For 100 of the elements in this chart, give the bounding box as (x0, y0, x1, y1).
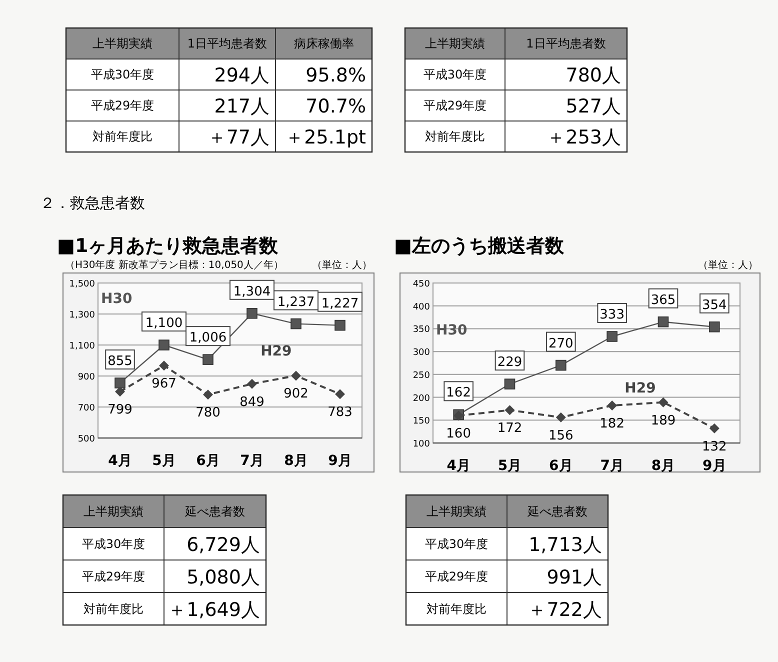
chart-subtitle: （H30年度 新改革プラン目標：10,050人／年） (65, 259, 284, 271)
x-tick-label: 5月 (152, 453, 176, 469)
point (709, 423, 720, 434)
category-label: 延べ患者数 (184, 504, 245, 518)
text: ２．救急患者数 (40, 194, 145, 212)
x-tick-label: 4月 (446, 458, 470, 474)
data-label: 1,100 (145, 316, 183, 331)
data-label: 132 (702, 439, 727, 454)
y-tick-label: 450 (412, 280, 430, 290)
category-label: 1日平均患者数 (187, 36, 268, 50)
point (115, 386, 125, 397)
category-label: 対前年度比 (92, 130, 152, 144)
point (658, 316, 669, 328)
x-tick-label: 6月 (196, 453, 220, 469)
data-label: 902 (284, 386, 308, 402)
point (709, 321, 720, 332)
text: 上半期実績 (425, 36, 485, 50)
data-label: 182 (600, 416, 624, 432)
x-tick-label: 9月 (702, 458, 726, 474)
data-label: 229 (497, 355, 522, 370)
x-tick-label: 5月 (498, 458, 522, 474)
point (247, 378, 257, 389)
point (504, 405, 515, 416)
point (114, 378, 126, 388)
text: ＋1,649人 (168, 598, 260, 621)
point (504, 378, 516, 390)
x-tick-label: 8月 (284, 453, 308, 469)
data-label: 365 (650, 292, 676, 308)
text: 5,080人 (186, 566, 260, 588)
point (202, 354, 214, 365)
category-label: 平成30年度 (423, 68, 487, 82)
y-tick-label: 1,300 (69, 310, 96, 320)
text: 991人 (546, 566, 602, 588)
y-tick-label: 700 (78, 404, 96, 414)
x-tick-label: 6月 (549, 458, 573, 474)
point (658, 397, 668, 408)
y-tick-label: 1,100 (69, 342, 96, 352)
y-tick-label: 200 (412, 394, 430, 404)
text: 上半期実績 (426, 504, 486, 518)
y-tick-label: 1,500 (69, 280, 96, 290)
data-label: 849 (240, 394, 264, 410)
text: 527人 (566, 96, 621, 118)
y-tick-label: 300 (412, 348, 430, 358)
category-label: 1日平均患者数 (526, 36, 606, 50)
point (334, 320, 346, 331)
category-label: 平成29年度 (90, 98, 154, 112)
point (158, 340, 170, 350)
chart-title: ■左のうち搬送者数 (394, 235, 565, 257)
category-label: 対前年度比 (425, 130, 485, 144)
y-tick-label: 350 (412, 325, 430, 336)
x-tick-label: 9月 (328, 453, 352, 469)
text: 780人 (566, 64, 621, 86)
point (556, 412, 566, 422)
category-label: 平成29年度 (82, 569, 146, 584)
data-label: 780 (196, 406, 220, 421)
y-tick-label: 100 (412, 440, 430, 450)
category-label: 平成29年度 (424, 569, 488, 584)
y-tick-label: 900 (78, 372, 96, 382)
text: ＋253人 (546, 126, 621, 148)
data-label: 354 (702, 298, 727, 313)
category-label: 平成30年度 (90, 68, 154, 82)
point (159, 360, 169, 371)
text: 6,729人 (186, 534, 260, 556)
point (335, 389, 345, 400)
data-label: 160 (446, 426, 471, 442)
text: 上半期実績 (92, 36, 152, 50)
category-label: 延べ患者数 (526, 504, 588, 518)
text: 294人 (214, 64, 270, 86)
text: ＋722人 (528, 598, 602, 621)
category-label: 平成29年度 (423, 98, 487, 112)
data-label: 156 (548, 428, 574, 444)
x-tick-label: 8月 (651, 458, 676, 474)
category-label: 平成30年度 (82, 536, 146, 551)
text: 217人 (214, 96, 270, 118)
data-label: 1,237 (277, 294, 315, 310)
series-label: H29 (260, 344, 292, 360)
point (606, 331, 618, 342)
text: 95.8% (306, 64, 366, 86)
data-label: 1,006 (189, 330, 227, 346)
data-label: 855 (108, 354, 132, 369)
text: 上半期実績 (84, 504, 144, 518)
data-label: 967 (152, 376, 176, 392)
text: ＋77人 (207, 126, 270, 148)
point (203, 390, 213, 400)
point (556, 360, 566, 371)
category-label: 対前年度比 (426, 602, 486, 616)
point (246, 308, 258, 319)
y-tick-label: 500 (78, 434, 96, 444)
chart-title: ■1ヶ月あたり救急患者数 (57, 235, 280, 257)
text: 70.7% (306, 96, 366, 118)
text: （単位：人） (698, 259, 758, 271)
data-label: 333 (600, 307, 624, 322)
x-tick-label: 7月 (240, 453, 264, 469)
x-tick-label: 4月 (108, 453, 132, 469)
y-tick-label: 250 (412, 370, 430, 381)
data-label: 162 (446, 386, 471, 401)
data-label: 172 (497, 421, 522, 436)
y-tick-label: 400 (412, 302, 430, 312)
text: （単位：人） (312, 259, 372, 271)
point (607, 400, 618, 411)
